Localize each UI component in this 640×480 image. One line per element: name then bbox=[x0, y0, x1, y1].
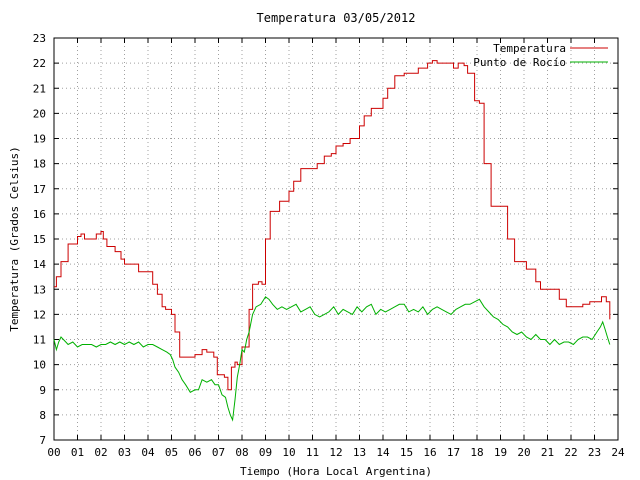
legend-label-temperatura: Temperatura bbox=[493, 42, 566, 55]
x-tick-label: 05 bbox=[165, 446, 178, 459]
x-tick-label: 17 bbox=[447, 446, 460, 459]
x-tick-label: 03 bbox=[118, 446, 131, 459]
y-tick-label: 8 bbox=[39, 409, 46, 422]
x-tick-label: 18 bbox=[470, 446, 483, 459]
series-line-temperatura bbox=[54, 60, 611, 391]
y-tick-label: 23 bbox=[33, 32, 46, 45]
x-tick-label: 07 bbox=[212, 446, 225, 459]
x-tick-label: 09 bbox=[259, 446, 272, 459]
y-tick-label: 22 bbox=[33, 57, 46, 70]
x-tick-label: 16 bbox=[423, 446, 436, 459]
x-axis-label: Tiempo (Hora Local Argentina) bbox=[240, 465, 432, 478]
x-tick-label: 14 bbox=[376, 446, 390, 459]
y-tick-label: 20 bbox=[33, 107, 46, 120]
x-tick-label: 01 bbox=[71, 446, 84, 459]
x-tick-label: 11 bbox=[306, 446, 319, 459]
y-tick-label: 10 bbox=[33, 359, 46, 372]
x-tick-label: 00 bbox=[47, 446, 60, 459]
x-tick-label: 04 bbox=[141, 446, 155, 459]
y-tick-label: 21 bbox=[33, 82, 46, 95]
series-line-punto-de-rocio bbox=[53, 296, 611, 422]
x-tick-label: 24 bbox=[611, 446, 625, 459]
y-tick-label: 16 bbox=[33, 208, 46, 221]
x-tick-label: 02 bbox=[94, 446, 107, 459]
x-tick-label: 15 bbox=[400, 446, 413, 459]
chart-title: Temperatura 03/05/2012 bbox=[257, 11, 416, 25]
x-tick-label: 23 bbox=[588, 446, 601, 459]
legend-label-punto-de-rocio: Punto de Rocío bbox=[473, 56, 566, 69]
x-tick-label: 10 bbox=[282, 446, 295, 459]
y-axis-label: Temperatura (Grados Celsius) bbox=[8, 146, 21, 331]
y-tick-label: 9 bbox=[39, 384, 46, 397]
y-tick-label: 19 bbox=[33, 133, 46, 146]
y-tick-label: 7 bbox=[39, 434, 46, 447]
y-tick-label: 17 bbox=[33, 183, 46, 196]
x-tick-label: 22 bbox=[564, 446, 577, 459]
y-tick-label: 13 bbox=[33, 283, 46, 296]
x-tick-label: 19 bbox=[494, 446, 507, 459]
y-tick-label: 15 bbox=[33, 233, 46, 246]
y-tick-label: 18 bbox=[33, 158, 46, 171]
x-tick-label: 21 bbox=[541, 446, 554, 459]
series bbox=[53, 60, 611, 422]
x-tick-label: 06 bbox=[188, 446, 201, 459]
x-tick-label: 08 bbox=[235, 446, 248, 459]
y-tick-label: 14 bbox=[33, 258, 47, 271]
grid bbox=[54, 38, 618, 440]
x-tick-label: 12 bbox=[329, 446, 342, 459]
x-tick-label: 20 bbox=[517, 446, 530, 459]
y-tick-label: 12 bbox=[33, 308, 46, 321]
y-tick-label: 11 bbox=[33, 334, 46, 347]
legend: Temperatura Punto de Rocío bbox=[473, 42, 608, 69]
axis-ticks: 7 8 9 10 11 12 13 14 15 16 17 18 19 20 21 22 23 00 01 02 03 0… bbox=[33, 32, 625, 459]
x-tick-label: 13 bbox=[353, 446, 366, 459]
